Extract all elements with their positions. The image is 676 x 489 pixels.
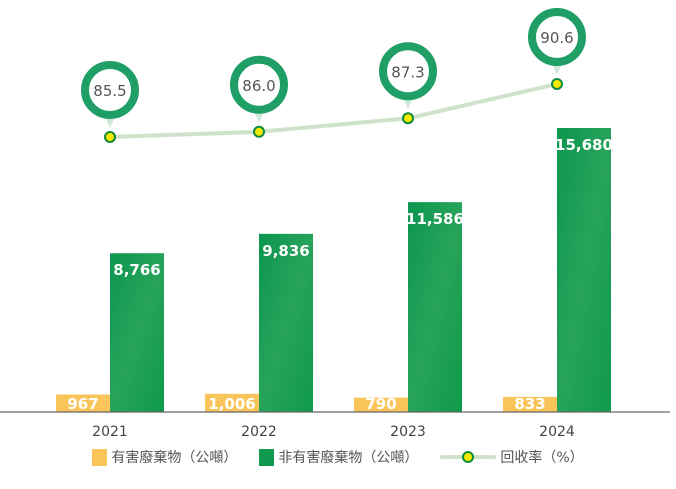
recycling-rate-label: 90.6 bbox=[540, 29, 573, 47]
bar-label-nonhazardous: 9,836 bbox=[262, 242, 309, 260]
bar-label-hazardous: 790 bbox=[365, 395, 396, 413]
bar-hazardous bbox=[56, 394, 110, 412]
recycling-rate-label: 86.0 bbox=[242, 77, 275, 95]
recycling-rate-label: 87.3 bbox=[391, 63, 424, 81]
bar-label-hazardous: 967 bbox=[67, 395, 98, 413]
bar-label-hazardous: 833 bbox=[514, 395, 545, 413]
legend-label: 回收率（%） bbox=[500, 450, 584, 466]
bar-nonhazardous bbox=[408, 202, 462, 412]
value-bubble bbox=[81, 61, 139, 119]
value-bubble bbox=[379, 42, 437, 101]
bar-nonhazardous bbox=[110, 253, 164, 412]
bar-hazardous bbox=[354, 397, 408, 412]
recycling-rate-line bbox=[108, 81, 559, 139]
value-bubble bbox=[230, 55, 288, 114]
legend-line-marker-icon bbox=[440, 451, 497, 463]
recycling-rate-point bbox=[551, 77, 563, 90]
legend-swatch-hazardous bbox=[92, 448, 108, 466]
x-tick-label: 2021 bbox=[92, 424, 128, 440]
recycling-rate-label: 85.5 bbox=[93, 82, 126, 100]
x-tick-label: 2024 bbox=[539, 424, 575, 440]
recycling-rate-point bbox=[104, 131, 116, 143]
legend-swatch-nonhazardous bbox=[259, 448, 275, 466]
legend-label: 有害廢棄物（公噸） bbox=[111, 450, 238, 466]
bar-label-nonhazardous: 8,766 bbox=[113, 261, 160, 279]
legend-item-recycling-rate[interactable]: 回收率（%） bbox=[440, 447, 584, 467]
legend: 有害廢棄物（公噸） 非有害廢棄物（公噸） 回收率（%） bbox=[0, 447, 676, 467]
x-tick-label: 2023 bbox=[390, 424, 426, 440]
bar-label-nonhazardous: 11,586 bbox=[406, 210, 464, 228]
legend-label: 非有害廢棄物（公噸） bbox=[278, 450, 419, 466]
bar-label-nonhazardous: 15,680 bbox=[555, 136, 613, 154]
recycling-rate-point bbox=[253, 125, 265, 138]
recycling-rate-point bbox=[402, 112, 414, 125]
bar-nonhazardous bbox=[557, 128, 611, 412]
bar-label-hazardous: 1,006 bbox=[208, 395, 255, 413]
legend-item-hazardous[interactable]: 有害廢棄物（公噸） bbox=[92, 447, 237, 467]
bar-hazardous bbox=[503, 396, 557, 412]
value-bubble bbox=[528, 7, 586, 66]
legend-item-nonhazardous[interactable]: 非有害廢棄物（公噸） bbox=[259, 447, 418, 467]
bar-nonhazardous bbox=[259, 233, 313, 412]
bar-hazardous bbox=[205, 393, 259, 412]
x-tick-label: 2022 bbox=[241, 424, 277, 440]
